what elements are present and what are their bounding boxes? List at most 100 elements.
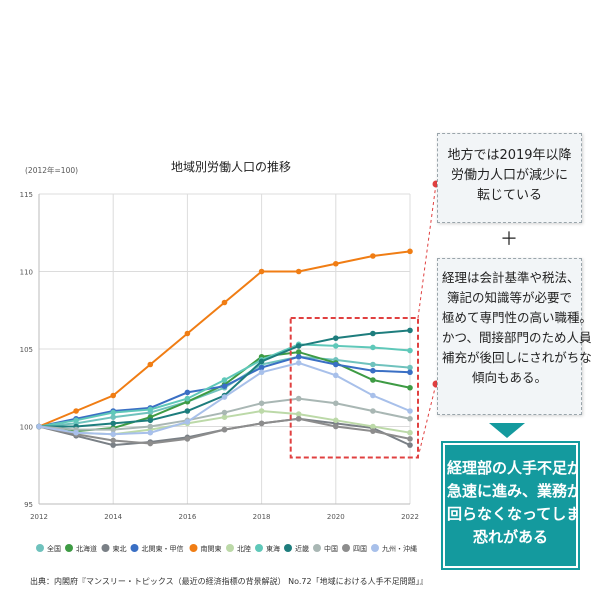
series-line [38,250,411,428]
data-point [333,260,339,267]
data-point [370,344,376,351]
legend-item: 全国 [36,544,61,553]
data-point [73,417,79,424]
data-point [370,392,376,399]
legend-label: 北海道 [76,544,97,553]
legend-marker [36,544,44,552]
highlight-box [289,317,420,459]
data-point [110,442,116,448]
data-point [258,358,265,365]
data-point [258,369,265,376]
data-point [110,437,116,444]
data-point [295,349,302,355]
note1-line: 転じている [476,188,542,203]
note-accounting-specialty: 経理は会計基準や税法、 簿記の知識等が必要で 極めて専門性の高い職種。 かつ、間… [437,258,593,415]
plus-icon: ＋ [500,229,518,250]
legend-label: 近畿 [295,544,309,553]
data-point [333,343,339,349]
data-point [147,361,154,368]
data-point [407,384,413,391]
data-point [221,409,228,416]
data-point [407,429,413,436]
data-point [258,420,265,427]
data-point [73,429,79,436]
data-point [370,367,376,374]
legend-item: 近畿 [284,544,309,553]
legend-marker [284,544,292,552]
connector-line [417,383,437,458]
x-tick-label: 2016 [178,513,196,521]
data-point [110,431,116,438]
data-point [333,361,339,368]
y-tick-label: 100 [20,424,33,432]
data-point [36,423,42,430]
legend-label: 東北 [113,544,127,553]
series-lines [36,248,413,448]
legend-item: 北海道 [65,544,97,553]
data-point [147,417,154,424]
data-point [407,364,413,371]
data-point [295,415,302,422]
legend: 全国 北海道 東北 北関東・甲信 南関東 北陸 東海 近畿 中国 四国 九州・沖縄 [36,544,417,553]
legend-marker [189,544,198,552]
conclusion-box: 経理部の人手不足が 急速に進み、業務が 回らなくなってしまう 恐れがある [441,441,596,570]
conclusion-line: 急速に進み、業務が [447,482,583,500]
legend-marker [226,544,234,552]
data-point [407,347,413,354]
data-point [184,419,191,425]
legend-item: 中国 [313,544,338,553]
down-arrow-icon [489,423,525,438]
series-九州・沖縄 [36,360,413,438]
data-point [333,417,339,424]
legend-label: 東海 [266,544,280,553]
legend-item: 東北 [101,544,127,553]
data-point [184,330,191,337]
x-tick-label: 2018 [253,513,271,521]
data-point [258,364,265,371]
data-point [295,395,302,402]
y-tick-label: 115 [20,191,33,199]
data-point [221,383,228,390]
data-point [147,406,154,413]
legend-label: 北関東・甲信 [142,544,184,553]
axes: 95 100 105 110 115 2012 2014 2016 2018 2020 2022 [20,191,419,521]
legend-item: 北関東・甲信 [130,544,184,553]
data-point [184,395,191,402]
data-point [221,377,228,383]
data-point [407,248,413,255]
data-point [147,440,154,447]
y-tick-label: 105 [20,346,33,354]
data-point [110,409,116,416]
legend-marker [342,544,350,552]
note2-line: 極めて専門性の高い職種。 [442,310,593,325]
data-point [333,400,339,407]
y-tick-label: 110 [20,269,33,277]
data-point [110,414,116,421]
note2-line: 簿記の知識等が必要で [446,290,572,305]
legend-marker [313,544,321,552]
data-point [370,423,376,430]
data-point [221,426,228,433]
series-南関東 [36,248,413,430]
data-point [370,361,376,368]
x-tick-label: 2022 [401,513,419,521]
y-unit-label: (2012年=100) [25,165,78,175]
legend-marker [255,544,263,552]
data-point [370,253,376,259]
legend-label: 中国 [324,544,338,553]
legend-label: 北陸 [237,544,251,553]
legend-item: 北陸 [226,544,251,553]
data-point [184,436,191,442]
note1-line: 地方では2019年以降 [447,148,572,163]
legend-item: 東海 [255,544,280,553]
data-point [147,429,154,436]
legend-marker [101,544,110,552]
data-point [147,423,154,430]
data-point [221,299,228,306]
source-citation: 出典：内閣府『マンスリー・トピックス（最近の経済指標の背景解説） No.72「地… [30,577,428,586]
data-point [407,442,413,448]
x-tick-label: 2020 [327,513,345,521]
note2-line: 経理は会計基準や税法、 [442,270,580,285]
data-point [258,400,265,407]
